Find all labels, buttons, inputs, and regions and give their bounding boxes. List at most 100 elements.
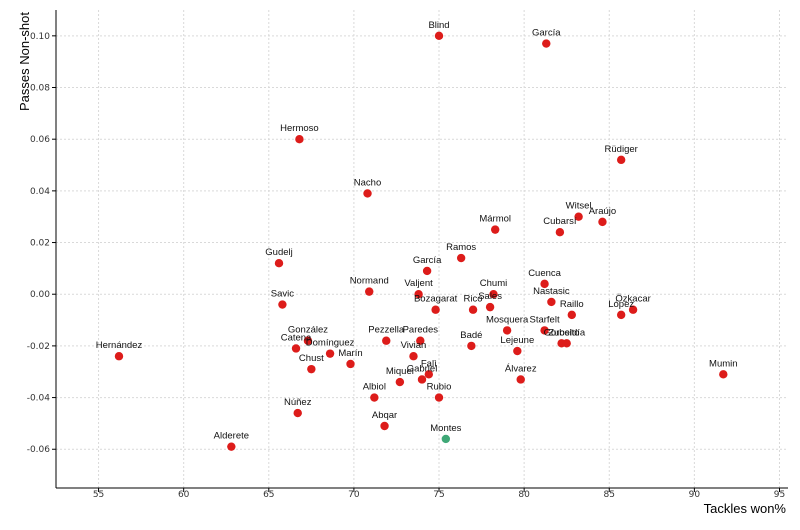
point-lejeune[interactable]: [513, 346, 522, 356]
y-tick-label: -0.02: [27, 342, 50, 352]
point-label: Miquel: [386, 366, 414, 377]
x-tick-label: 80: [518, 490, 530, 500]
point-label: Pezzella: [368, 325, 405, 336]
point-álvarez[interactable]: [516, 375, 525, 384]
point-label: Blind: [428, 20, 449, 31]
point-witsel[interactable]: [574, 212, 583, 221]
point-domínguez[interactable]: [325, 349, 335, 358]
point-label: Starfelt: [530, 314, 560, 325]
point-montes[interactable]: [441, 434, 451, 444]
point-araújo[interactable]: [598, 217, 607, 227]
axes: [55, 10, 788, 489]
point-label: Núñez: [284, 397, 312, 408]
point-gudelj[interactable]: [274, 259, 284, 268]
point-rico[interactable]: [468, 305, 478, 314]
point-label: Gudelj: [265, 247, 292, 258]
point-label: Nacho: [354, 177, 381, 188]
point-label: Nastasic: [533, 286, 570, 297]
y-tick-label: 0.02: [30, 239, 50, 249]
y-tick-label: -0.04: [27, 394, 51, 404]
point-chumi[interactable]: [489, 290, 498, 299]
point-label: Sales: [478, 291, 502, 302]
point-label: López: [608, 299, 634, 310]
point-starfelt[interactable]: [540, 326, 549, 335]
point-label: Badé: [460, 330, 482, 341]
point-nastasic[interactable]: [547, 297, 556, 307]
point-garcía[interactable]: [542, 39, 551, 48]
point-label: Normand: [350, 276, 389, 287]
point-label: Albiol: [363, 382, 386, 393]
point-label: Bozagarat: [414, 294, 458, 305]
point-gabriel[interactable]: [417, 375, 427, 384]
x-axis-title: Tackles won%: [704, 501, 787, 516]
point-label: Rüdiger: [605, 144, 638, 155]
point-lópez[interactable]: [616, 310, 626, 320]
point-garcía[interactable]: [422, 266, 432, 276]
point-cubarsí[interactable]: [555, 228, 565, 237]
point-mumin[interactable]: [719, 370, 728, 379]
point-mosquera[interactable]: [502, 326, 512, 335]
point-label: Rico: [464, 294, 483, 305]
y-tick-label: -0.06: [27, 445, 51, 455]
point-bozagarat[interactable]: [431, 305, 440, 314]
point-label: Montes: [430, 423, 461, 434]
point-hermoso[interactable]: [295, 134, 304, 144]
point-label: Catena: [281, 332, 312, 343]
point-sales[interactable]: [485, 302, 495, 312]
point-label: Rubio: [427, 382, 452, 393]
point-hernández[interactable]: [114, 352, 124, 361]
point-label: Cubarsí: [543, 216, 577, 227]
y-tick-label: 0.10: [30, 32, 50, 42]
point-albiol[interactable]: [370, 393, 379, 402]
point-alderete[interactable]: [227, 442, 236, 451]
y-axis-title: Passes Non-shot: [17, 12, 32, 111]
x-tick-label: 70: [348, 490, 360, 500]
point-catena[interactable]: [291, 344, 301, 353]
x-tick-label: 60: [178, 490, 190, 500]
point-label: Marín: [338, 348, 362, 359]
point-cuenca[interactable]: [540, 279, 549, 289]
point-özkacar[interactable]: [628, 305, 638, 314]
point-pezzella[interactable]: [382, 336, 391, 345]
point-labels: Blind García Hermoso Rüdiger Nacho WitselAraú…: [96, 20, 738, 442]
point-label: García: [413, 255, 442, 266]
point-mármol[interactable]: [491, 225, 500, 234]
point-ramos[interactable]: [456, 253, 466, 263]
point-gonzález[interactable]: [303, 336, 313, 345]
x-tick-label: 65: [263, 490, 274, 500]
point-marín[interactable]: [346, 359, 355, 369]
point-label: Ramos: [446, 242, 476, 253]
point-valjent[interactable]: [414, 290, 423, 299]
point-badé[interactable]: [467, 341, 476, 351]
point-rüdiger[interactable]: [616, 155, 626, 165]
point-abqar[interactable]: [380, 421, 389, 431]
point-label: Lejeune: [500, 335, 534, 346]
point-raillo[interactable]: [567, 310, 577, 320]
point-blind[interactable]: [434, 31, 444, 41]
x-tick-label: 75: [433, 490, 444, 500]
point-zubeldía[interactable]: [562, 339, 571, 348]
point-label: Falì: [421, 358, 437, 369]
y-tick-label: 0.08: [30, 84, 50, 94]
x-ticks: 55 60 65 70 75 80 85 90 95: [93, 488, 785, 500]
point-label: Hermoso: [280, 123, 319, 134]
point-label: Savic: [271, 289, 294, 300]
point-chust[interactable]: [307, 364, 316, 374]
point-núñez[interactable]: [293, 408, 302, 418]
point-label: Álvarez: [505, 363, 537, 374]
point-normand[interactable]: [365, 287, 374, 296]
y-ticks: -0.06 -0.04 -0.02 0.00 0.02 0.04 0.06 0.08 0.10: [27, 32, 56, 455]
x-tick-label: 55: [93, 490, 104, 500]
point-miquel[interactable]: [395, 377, 405, 387]
point-label: González: [288, 325, 328, 336]
point-label: Abqar: [372, 410, 397, 421]
point-nacho[interactable]: [363, 189, 372, 198]
point-vivian[interactable]: [409, 352, 418, 361]
point-savic[interactable]: [278, 300, 287, 309]
point-label: Mumin: [709, 358, 738, 369]
point-falì[interactable]: [424, 370, 434, 379]
point-paredes[interactable]: [416, 336, 425, 345]
point-rubio[interactable]: [434, 393, 444, 402]
